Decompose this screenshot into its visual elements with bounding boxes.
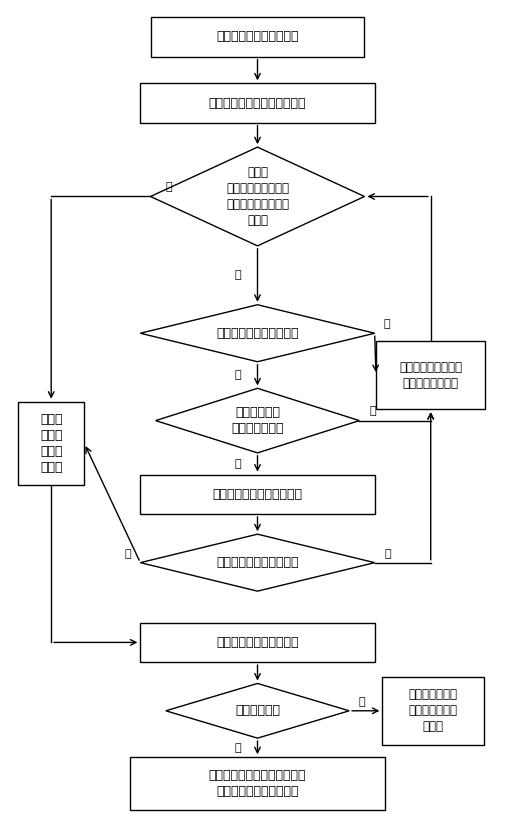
Polygon shape <box>140 305 375 362</box>
Text: 是: 是 <box>358 696 365 707</box>
Text: 否: 否 <box>234 270 241 280</box>
Text: 选取物理长度次短的
链路作为当前路径: 选取物理长度次短的 链路作为当前路径 <box>399 360 462 390</box>
FancyBboxPatch shape <box>18 401 84 485</box>
Text: 传输是否成功: 传输是否成功 <box>235 705 280 717</box>
Text: 通过当
前路径
进行数
据传输: 通过当 前路径 进行数 据传输 <box>40 413 62 474</box>
FancyBboxPatch shape <box>382 676 484 745</box>
Text: 更新信任：应用折扣因子，传
输信任和推荐信任均降低: 更新信任：应用折扣因子，传 输信任和推荐信任均降低 <box>209 769 306 798</box>
FancyBboxPatch shape <box>150 17 365 57</box>
Text: 否: 否 <box>234 743 241 752</box>
Polygon shape <box>140 534 375 591</box>
Text: 是: 是 <box>166 183 173 192</box>
FancyBboxPatch shape <box>140 474 375 514</box>
Polygon shape <box>150 147 365 246</box>
Text: 是: 是 <box>384 319 390 329</box>
FancyBboxPatch shape <box>376 341 486 409</box>
Text: 源节点
是否对每个中间节点
的传输信任评价都成
熟可信: 源节点 是否对每个中间节点 的传输信任评价都成 熟可信 <box>226 166 289 227</box>
Text: 是: 是 <box>124 548 131 558</box>
Text: 否: 否 <box>370 406 376 416</box>
FancyBboxPatch shape <box>140 623 375 662</box>
Text: 选取当前物理长度最短的链路: 选取当前物理长度最短的链路 <box>209 97 306 110</box>
Text: 被推荐节点是否成熟可信: 被推荐节点是否成熟可信 <box>216 556 299 569</box>
FancyBboxPatch shape <box>140 83 375 123</box>
FancyBboxPatch shape <box>130 757 385 810</box>
Text: 否: 否 <box>385 548 391 558</box>
Text: 是否存在满足
条件的推荐节点: 是否存在满足 条件的推荐节点 <box>231 406 284 435</box>
Text: 更新信任：传输
信任和推荐信任
均升高: 更新信任：传输 信任和推荐信任 均升高 <box>409 688 458 733</box>
Text: 否: 否 <box>234 370 241 380</box>
Text: 是: 是 <box>234 458 241 468</box>
Text: 从推荐节点处获取推荐信任: 从推荐节点处获取推荐信任 <box>213 488 302 501</box>
Text: 将传输结果反馈给源节点: 将传输结果反馈给源节点 <box>216 636 299 649</box>
Text: 是否存在成熟不可信节点: 是否存在成熟不可信节点 <box>216 327 299 339</box>
Text: 计算所有链路的物理长度: 计算所有链路的物理长度 <box>216 31 299 44</box>
Polygon shape <box>156 388 359 453</box>
Polygon shape <box>166 683 349 738</box>
